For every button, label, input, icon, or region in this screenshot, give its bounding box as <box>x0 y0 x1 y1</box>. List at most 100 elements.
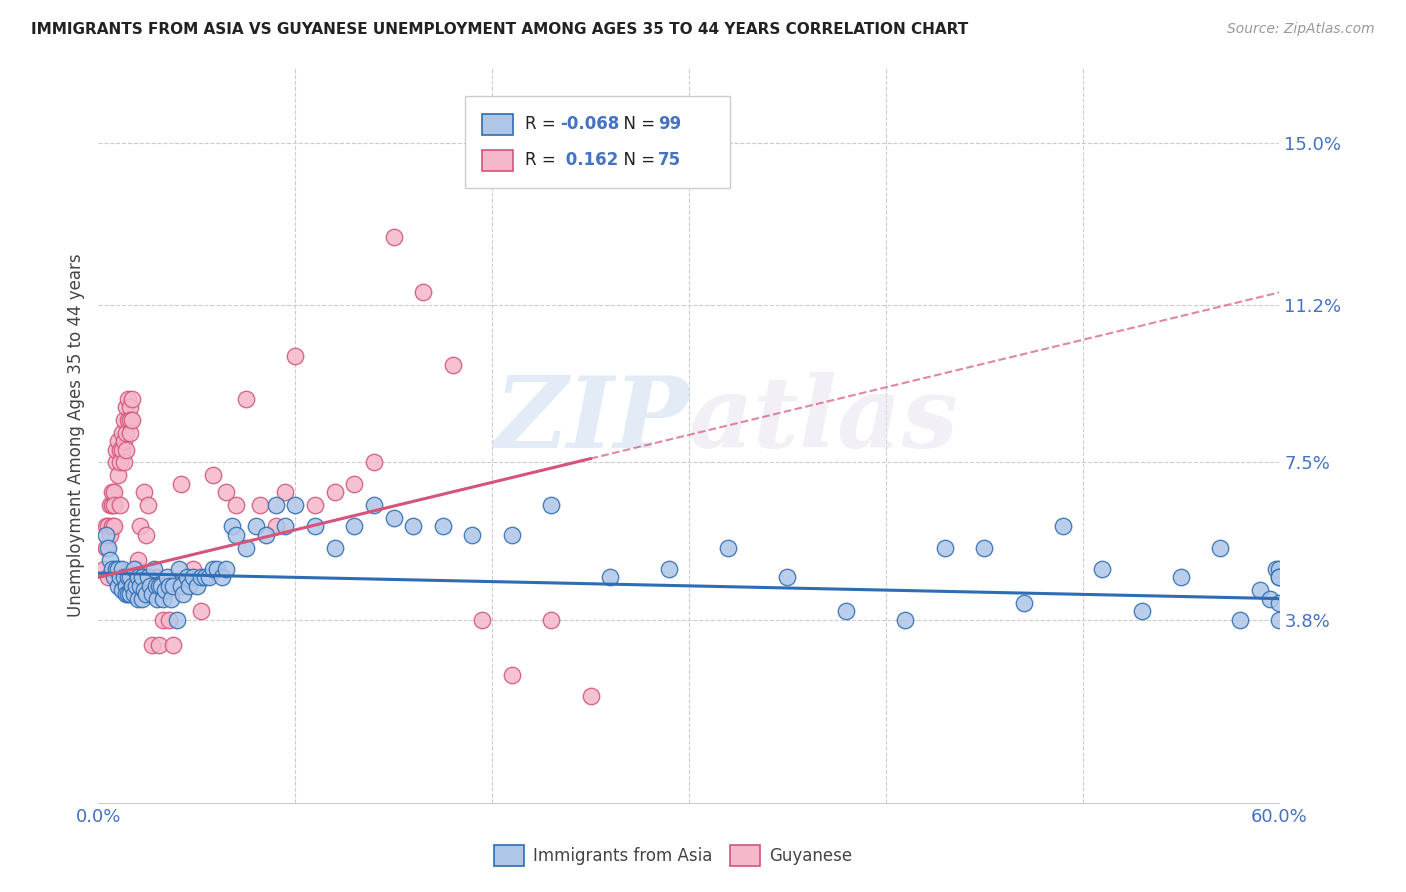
Point <box>132 485 155 500</box>
Point <box>201 468 224 483</box>
Point <box>176 570 198 584</box>
Point <box>172 587 194 601</box>
Point <box>776 570 799 584</box>
Point <box>402 519 425 533</box>
Point <box>1012 596 1035 610</box>
Point <box>122 570 145 584</box>
Point <box>103 498 125 512</box>
Point <box>96 541 118 555</box>
Point <box>108 455 131 469</box>
Point <box>101 485 124 500</box>
Point <box>382 230 405 244</box>
Point <box>1229 613 1251 627</box>
Point <box>111 425 134 440</box>
Point <box>205 562 228 576</box>
Point <box>125 579 148 593</box>
Point <box>108 570 131 584</box>
Point <box>152 591 174 606</box>
FancyBboxPatch shape <box>482 150 513 170</box>
Point <box>177 579 200 593</box>
Point <box>170 579 193 593</box>
Point <box>835 604 858 618</box>
Point <box>1091 562 1114 576</box>
Point <box>121 579 143 593</box>
Y-axis label: Unemployment Among Ages 35 to 44 years: Unemployment Among Ages 35 to 44 years <box>66 253 84 616</box>
Point <box>150 579 173 593</box>
Text: Immigrants from Asia: Immigrants from Asia <box>533 847 713 864</box>
Point <box>136 570 159 584</box>
Point <box>122 579 145 593</box>
Text: R =: R = <box>524 115 561 133</box>
Point <box>148 639 170 653</box>
Point <box>96 528 118 542</box>
FancyBboxPatch shape <box>730 846 759 866</box>
Point <box>170 476 193 491</box>
Point <box>105 562 128 576</box>
Point <box>441 358 464 372</box>
Point <box>215 562 238 576</box>
Point <box>501 528 523 542</box>
Point <box>115 579 138 593</box>
Point <box>284 349 307 363</box>
Point <box>101 562 124 576</box>
Point <box>162 639 184 653</box>
Point <box>194 570 217 584</box>
Point <box>186 579 208 593</box>
Point <box>118 413 141 427</box>
Point <box>101 519 124 533</box>
Point <box>118 425 141 440</box>
Point <box>471 613 494 627</box>
Point <box>1052 519 1074 533</box>
Point <box>894 613 917 627</box>
Point <box>127 570 149 584</box>
Point <box>141 639 163 653</box>
Point <box>97 541 120 555</box>
Point <box>1264 562 1286 576</box>
Point <box>115 442 138 457</box>
Point <box>142 562 165 576</box>
Point <box>1170 570 1192 584</box>
Point <box>221 519 243 533</box>
Point <box>107 579 129 593</box>
Point <box>1249 583 1271 598</box>
Text: IMMIGRANTS FROM ASIA VS GUYANESE UNEMPLOYMENT AMONG AGES 35 TO 44 YEARS CORRELAT: IMMIGRANTS FROM ASIA VS GUYANESE UNEMPLO… <box>31 22 969 37</box>
Point <box>103 570 125 584</box>
Point <box>323 541 346 555</box>
Point <box>97 570 120 584</box>
Text: R =: R = <box>524 152 561 169</box>
Point <box>304 498 326 512</box>
Point <box>125 562 148 576</box>
Point <box>225 528 247 542</box>
Point <box>197 570 219 584</box>
Point <box>245 519 267 533</box>
Point <box>156 570 179 584</box>
Point <box>115 401 138 415</box>
Point <box>145 570 167 584</box>
Point <box>127 591 149 606</box>
Point <box>1209 541 1232 555</box>
Point <box>249 498 271 512</box>
Point <box>121 413 143 427</box>
Point <box>135 587 157 601</box>
Point <box>111 562 134 576</box>
Text: N =: N = <box>613 115 661 133</box>
Point <box>658 562 681 576</box>
Point <box>264 498 287 512</box>
Point <box>215 485 238 500</box>
Point <box>181 562 204 576</box>
Point <box>111 583 134 598</box>
Point <box>157 613 180 627</box>
Point <box>162 579 184 593</box>
Point <box>717 541 740 555</box>
Text: Guyanese: Guyanese <box>769 847 852 864</box>
Point <box>96 519 118 533</box>
Point <box>107 468 129 483</box>
Point <box>225 498 247 512</box>
Point <box>148 579 170 593</box>
Point <box>98 528 121 542</box>
Point <box>111 442 134 457</box>
Point <box>128 519 150 533</box>
Point <box>152 613 174 627</box>
Point <box>934 541 956 555</box>
Point <box>117 587 139 601</box>
